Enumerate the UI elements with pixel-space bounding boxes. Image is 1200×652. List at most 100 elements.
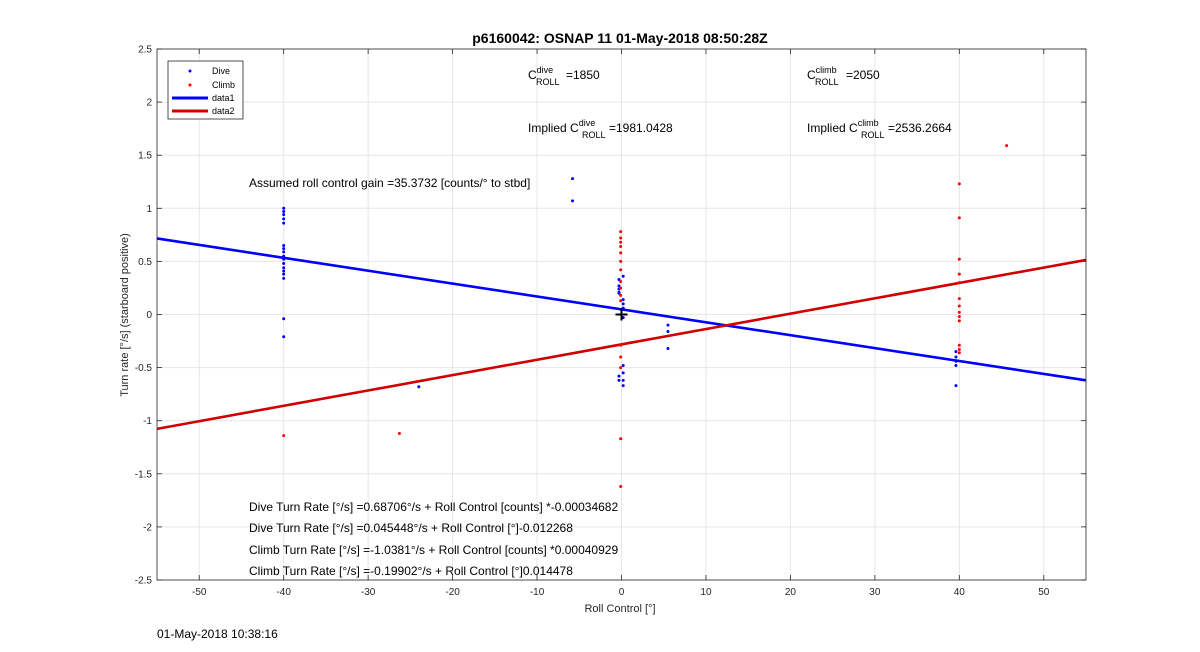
climb-counts-equation: Climb Turn Rate [°/s] =-1.0381°/s + Roll…	[249, 543, 618, 557]
legend-dive-label: Dive	[212, 66, 230, 76]
dive-counts-equation: Dive Turn Rate [°/s] =0.68706°/s + Roll …	[249, 500, 618, 514]
y-tick-label: 0	[146, 310, 152, 321]
x-axis-label: Roll Control [°]	[584, 603, 655, 615]
y-axis-label: Turn rate [°/s] (starboard positive)	[119, 233, 131, 397]
point-climb	[619, 293, 623, 297]
point-climb	[957, 304, 961, 308]
point-climb	[957, 281, 961, 285]
point-dive	[617, 378, 621, 382]
c-climb-sub: ROLL	[815, 77, 839, 87]
point-dive	[617, 374, 621, 378]
point-climb	[619, 251, 623, 255]
point-climb	[957, 297, 961, 301]
y-tick-label: -2	[143, 522, 152, 533]
c-climb-main: C	[807, 68, 816, 82]
point-climb	[957, 216, 961, 220]
point-dive	[282, 247, 286, 251]
gain-annotation: Assumed roll control gain =35.3732 [coun…	[249, 176, 530, 190]
point-dive	[666, 346, 670, 350]
x-tick-label: 40	[954, 587, 966, 598]
chart-title: p6160042: OSNAP 11 01-May-2018 08:50:28Z	[472, 30, 768, 46]
point-climb	[619, 437, 623, 441]
point-dive	[282, 213, 286, 217]
point-dive	[282, 272, 286, 276]
implied-climb-prefix: Implied C	[807, 121, 858, 135]
point-dive	[621, 378, 625, 382]
point-climb	[957, 315, 961, 319]
c-dive-main: C	[528, 68, 537, 82]
point-dive	[571, 199, 575, 203]
point-dive	[617, 277, 621, 281]
dive-degrees-equation: Dive Turn Rate [°/s] =0.045448°/s + Roll…	[249, 521, 573, 535]
x-tick-label: -30	[361, 587, 376, 598]
point-climb	[957, 272, 961, 276]
point-dive	[282, 257, 286, 261]
legend-data1-label: data1	[212, 93, 235, 103]
point-dive	[282, 217, 286, 221]
point-climb	[619, 343, 623, 347]
x-tick-label: -50	[192, 587, 207, 598]
y-tick-label: 1.5	[138, 151, 152, 162]
x-tick-label: 30	[869, 587, 881, 598]
point-dive	[282, 254, 286, 258]
point-dive	[621, 363, 625, 367]
implied-dive-sup: dive	[579, 118, 596, 128]
y-tick-label: 2	[146, 98, 152, 109]
x-tick-labels: -50 -40 -30 -20 -10 0 10 20 30 40 50	[192, 587, 1050, 598]
implied-dive-value: =1981.0428	[609, 121, 673, 135]
c-climb-value: =2050	[846, 68, 880, 82]
point-dive	[282, 209, 286, 213]
point-dive	[617, 284, 621, 288]
y-tick-label: -1.5	[135, 469, 153, 480]
point-climb	[957, 348, 961, 352]
y-tick-labels: -2.5 -2 -1.5 -1 -0.5 0 0.5 1 1.5 2 2.5	[135, 45, 153, 587]
c-dive-sup: dive	[537, 65, 554, 75]
point-dive	[282, 335, 286, 339]
point-climb	[397, 431, 401, 435]
point-climb	[957, 182, 961, 186]
y-tick-label: 2.5	[138, 45, 152, 56]
point-climb	[957, 257, 961, 261]
point-dive	[666, 323, 670, 327]
point-climb	[619, 299, 623, 303]
point-climb	[619, 366, 623, 370]
x-tick-label: 20	[785, 587, 797, 598]
point-dive	[417, 385, 421, 389]
point-dive	[282, 243, 286, 247]
x-tick-label: 10	[700, 587, 712, 598]
implied-dive-prefix: Implied C	[528, 121, 579, 135]
point-dive	[954, 384, 958, 388]
y-tick-label: -2.5	[135, 576, 153, 587]
point-dive	[621, 298, 625, 302]
figure-timestamp: 01-May-2018 10:38:16	[157, 627, 278, 641]
point-climb	[619, 286, 623, 290]
legend-data2-label: data2	[212, 106, 235, 116]
x-tick-label: -20	[445, 587, 460, 598]
point-dive	[282, 276, 286, 280]
c-climb-sup: climb	[816, 65, 837, 75]
x-tick-label: 0	[619, 587, 625, 598]
implied-climb-annotation: Implied Cclimb ROLL =2536.2664	[807, 118, 952, 140]
point-dive	[954, 350, 958, 354]
point-climb	[619, 280, 623, 284]
legend-climb-swatch	[188, 83, 192, 87]
point-dive	[571, 177, 575, 181]
point-climb	[619, 236, 623, 240]
point-dive	[282, 266, 286, 270]
point-climb	[957, 351, 961, 355]
point-climb	[619, 355, 623, 359]
x-tick-label: -10	[530, 587, 545, 598]
point-dive	[954, 355, 958, 359]
c-dive-sub: ROLL	[536, 77, 560, 87]
implied-climb-sub: ROLL	[861, 130, 885, 140]
point-climb	[619, 268, 623, 272]
implied-dive-annotation: Implied Cdive ROLL =1981.0428	[528, 118, 673, 140]
point-climb	[1005, 144, 1009, 148]
point-climb	[619, 245, 623, 249]
point-dive	[621, 274, 625, 278]
point-dive	[621, 302, 625, 306]
axes-frame	[156, 48, 1087, 581]
x-tick-label: -40	[276, 587, 291, 598]
data-points	[282, 144, 1009, 489]
point-dive	[282, 269, 286, 273]
